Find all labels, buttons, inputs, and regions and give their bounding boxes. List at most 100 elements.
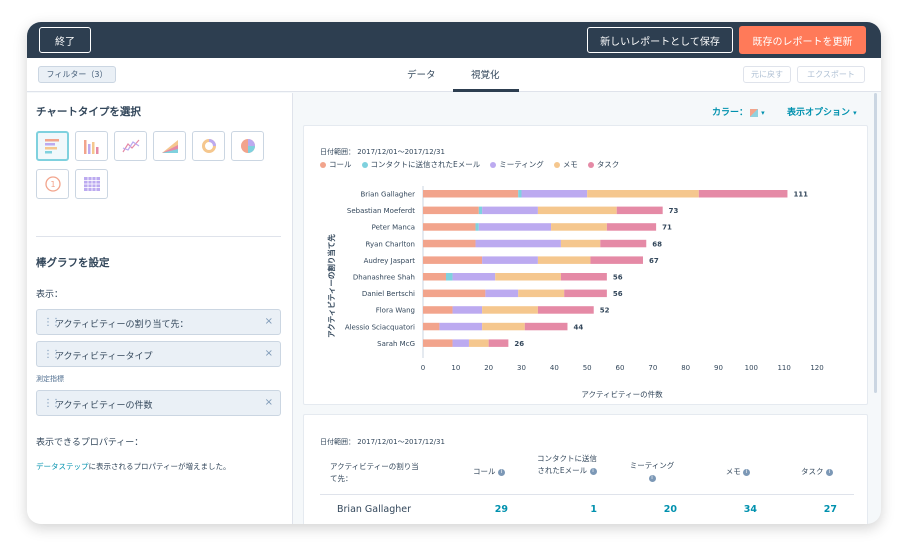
info-icon[interactable]: i (648, 474, 656, 482)
color-selector[interactable]: カラー： ▾ (712, 105, 765, 118)
filter-button[interactable]: フィルター（3） (38, 66, 116, 83)
display-field-assignee[interactable]: ⋮⋮ アクティビティーの割り当て先： × (36, 309, 281, 335)
bar-segment[interactable] (537, 206, 617, 215)
table-cell-emails[interactable]: 1 (590, 504, 597, 515)
table-header-notes[interactable]: メモ i (718, 466, 758, 478)
legend-item[interactable]: メモ (553, 159, 578, 170)
table-cell-calls[interactable]: 29 (494, 504, 508, 515)
bar-segment[interactable] (423, 322, 440, 331)
drag-handle-icon[interactable]: ⋮⋮ (43, 317, 61, 328)
legend-item[interactable]: タスク (587, 159, 619, 170)
bar-segment[interactable] (475, 239, 561, 248)
legend-item[interactable]: コール (320, 159, 352, 170)
info-icon[interactable]: i (743, 468, 751, 476)
display-field-activity-type[interactable]: ⋮⋮ アクティビティータイプ × (36, 341, 281, 367)
bar-segment[interactable] (452, 306, 483, 314)
update-existing-report-button[interactable]: 既存のレポートを更新 (739, 26, 866, 54)
bar-segment[interactable] (495, 273, 561, 281)
remove-icon[interactable]: × (264, 397, 273, 408)
bar-segment[interactable] (468, 339, 489, 347)
remove-icon[interactable]: × (264, 348, 273, 359)
bar-segment[interactable] (452, 273, 496, 281)
bar-segment[interactable] (482, 306, 538, 314)
bar-segment[interactable] (587, 190, 699, 198)
bar-segment[interactable] (423, 206, 479, 215)
measure-field-activity-count[interactable]: ⋮⋮ アクティビティーの件数 × (36, 390, 281, 416)
bar-segment[interactable] (423, 306, 453, 314)
table-header-assignee[interactable]: アクティビティーの割り当て先： (330, 462, 419, 483)
bar-segment[interactable] (439, 322, 483, 331)
table-header-meetings[interactable]: ミーティング i (626, 460, 678, 484)
bar-segment[interactable] (478, 206, 483, 215)
bar-segment[interactable] (600, 239, 647, 248)
table-cell-meetings[interactable]: 20 (663, 504, 677, 515)
bar-segment[interactable] (423, 339, 453, 347)
bar-segment[interactable] (452, 339, 469, 347)
data-step-link[interactable]: データステップ (36, 462, 89, 471)
bar-segment[interactable] (518, 289, 565, 298)
chart-type-single-value[interactable]: 1 (36, 169, 69, 199)
drag-handle-icon[interactable]: ⋮⋮ (43, 398, 61, 409)
bar-segment[interactable] (551, 223, 607, 231)
chart-type-pie[interactable] (231, 131, 264, 161)
drag-handle-icon[interactable]: ⋮⋮ (43, 349, 61, 360)
table-cell-name[interactable]: Brian Gallagher (337, 504, 412, 515)
chart-type-horizontal-bar[interactable] (36, 131, 69, 161)
bar-segment[interactable] (590, 256, 643, 264)
display-options-dropdown[interactable]: 表示オプション ▾ (787, 105, 857, 118)
bar-segment[interactable] (524, 322, 568, 331)
chart-type-heatmap[interactable] (75, 169, 108, 199)
table-header-emails[interactable]: コンタクトに送信されたEメール i (536, 453, 598, 477)
bar-segment[interactable] (423, 256, 483, 264)
tab-data[interactable]: データ (407, 70, 436, 81)
bar-segment[interactable] (482, 322, 525, 331)
bar-segment[interactable] (482, 206, 538, 215)
bar-segment[interactable] (606, 223, 657, 231)
info-icon[interactable]: i (497, 468, 505, 476)
vertical-bar-icon (83, 140, 98, 154)
bar-segment[interactable] (475, 223, 479, 231)
bar-segment[interactable] (537, 306, 594, 314)
info-icon[interactable]: i (589, 467, 597, 475)
bar-segment[interactable] (560, 273, 607, 281)
bar-segment[interactable] (488, 339, 509, 347)
tab-visualization[interactable]: 視覚化 (471, 70, 500, 81)
chart-type-area[interactable] (153, 131, 186, 161)
bar-segment[interactable] (445, 273, 453, 281)
bar-segment[interactable] (478, 223, 552, 231)
bar-segment[interactable] (485, 289, 519, 298)
bar-segment[interactable] (560, 239, 601, 248)
save-as-new-report-button[interactable]: 新しいレポートとして保存 (587, 27, 733, 53)
bar-segment[interactable] (423, 190, 519, 198)
undo-button[interactable]: 元に戻す (743, 66, 791, 83)
info-icon[interactable]: i (825, 468, 833, 476)
table-header-calls[interactable]: コール i (464, 466, 514, 478)
chart-type-line[interactable] (114, 131, 147, 161)
bar-segment[interactable] (521, 190, 588, 198)
bar-segment[interactable] (423, 239, 476, 248)
x-tick-label: 120 (810, 364, 823, 372)
table-cell-tasks[interactable]: 27 (823, 504, 837, 515)
exit-button[interactable]: 終了 (39, 27, 91, 53)
bar-segment[interactable] (518, 190, 522, 198)
table-cell-notes[interactable]: 34 (743, 504, 757, 515)
legend-item[interactable]: ミーティング (490, 159, 544, 170)
table-header-tasks[interactable]: タスク i (794, 466, 840, 478)
scrollbar[interactable] (874, 93, 877, 393)
export-button[interactable]: エクスポート (797, 66, 865, 83)
bar-segment[interactable] (698, 190, 788, 198)
bar-segment[interactable] (482, 256, 538, 264)
bar-segment[interactable] (423, 223, 476, 231)
bar-segment[interactable] (423, 273, 446, 281)
chart-type-vertical-bar[interactable] (75, 131, 108, 161)
bar-segment[interactable] (616, 206, 663, 215)
bar-total-label: 56 (613, 290, 623, 298)
bar-segment[interactable] (423, 289, 486, 298)
chart-type-donut[interactable] (192, 131, 225, 161)
bar-segment[interactable] (537, 256, 591, 264)
remove-icon[interactable]: × (264, 316, 273, 327)
y-axis-label: アクティビティーの割り当て先 (326, 234, 336, 338)
bar-segment[interactable] (564, 289, 607, 298)
y-tick-label: Audrey Jaspart (364, 257, 416, 265)
legend-item[interactable]: コンタクトに送信されたEメール (361, 159, 480, 170)
